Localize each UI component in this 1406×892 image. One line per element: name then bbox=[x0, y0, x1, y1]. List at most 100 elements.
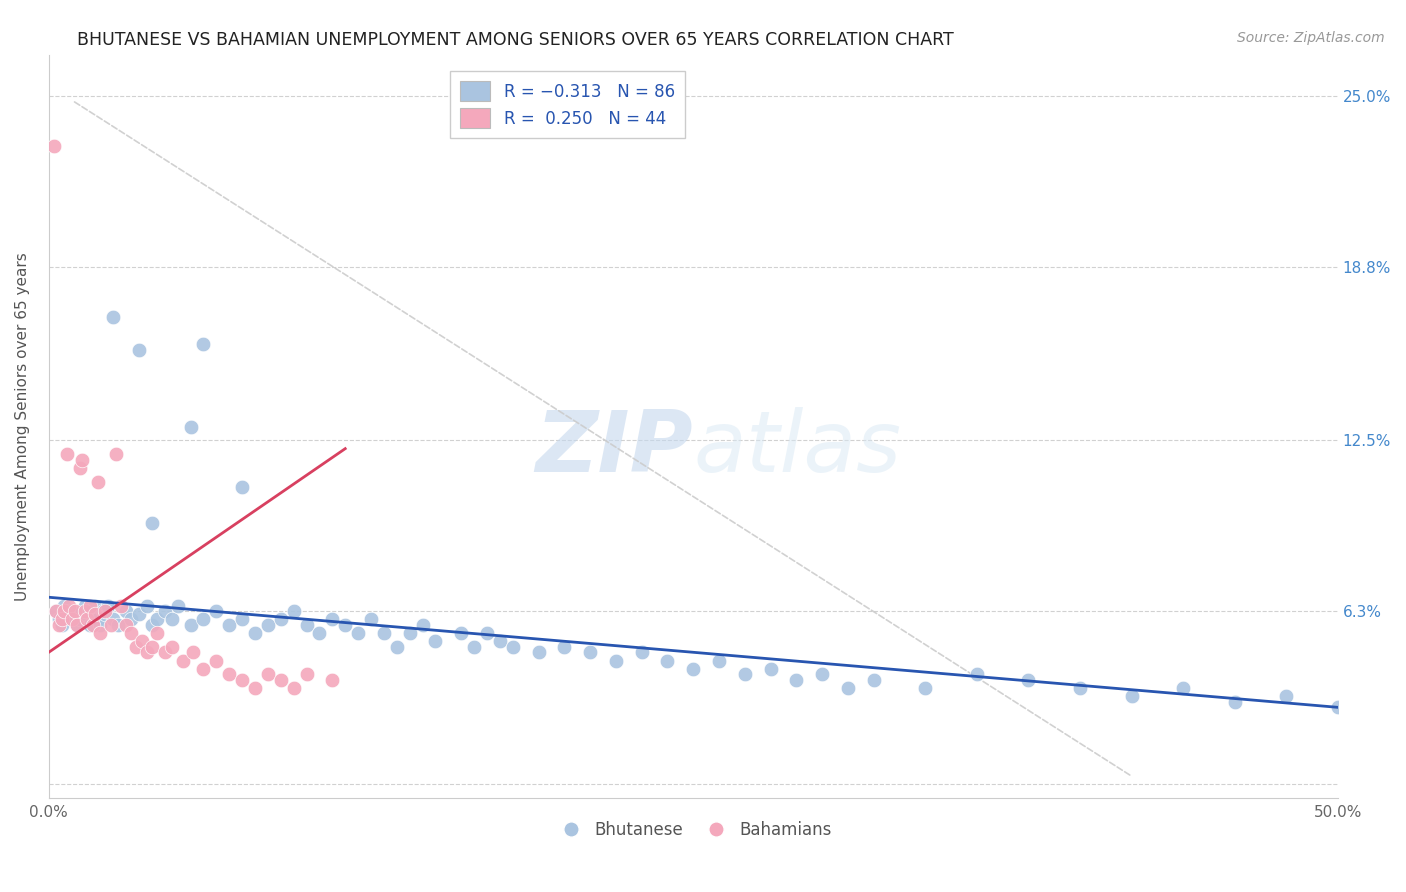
Bhutanese bbox=[48, 612, 70, 626]
Bhutanese bbox=[502, 640, 524, 654]
Bhutanese bbox=[69, 612, 91, 626]
Bhutanese bbox=[308, 626, 330, 640]
Bhutanese bbox=[734, 667, 756, 681]
Bhutanese bbox=[141, 617, 163, 632]
Bahamians bbox=[53, 604, 76, 618]
Bhutanese bbox=[295, 617, 318, 632]
Bahamians bbox=[125, 640, 148, 654]
Bhutanese bbox=[1171, 681, 1194, 695]
Bhutanese bbox=[115, 604, 138, 618]
Bhutanese bbox=[707, 654, 730, 668]
Bhutanese bbox=[162, 612, 184, 626]
Bahamians bbox=[89, 626, 111, 640]
Bhutanese bbox=[475, 626, 498, 640]
Bahamians bbox=[231, 673, 253, 687]
Bhutanese bbox=[360, 612, 382, 626]
Bhutanese bbox=[141, 516, 163, 530]
Text: ZIP: ZIP bbox=[536, 408, 693, 491]
Bhutanese bbox=[84, 599, 107, 613]
Bhutanese bbox=[218, 617, 240, 632]
Bhutanese bbox=[398, 626, 420, 640]
Bahamians bbox=[205, 654, 228, 668]
Bhutanese bbox=[76, 612, 98, 626]
Y-axis label: Unemployment Among Seniors over 65 years: Unemployment Among Seniors over 65 years bbox=[15, 252, 30, 601]
Bhutanese bbox=[103, 310, 125, 324]
Bhutanese bbox=[128, 607, 150, 621]
Bhutanese bbox=[193, 337, 215, 351]
Bahamians bbox=[60, 612, 83, 626]
Bhutanese bbox=[231, 612, 253, 626]
Bahamians bbox=[153, 645, 176, 659]
Bhutanese bbox=[1326, 700, 1348, 714]
Bahamians bbox=[135, 645, 157, 659]
Bhutanese bbox=[373, 626, 395, 640]
Bahamians bbox=[73, 604, 96, 618]
Text: BHUTANESE VS BAHAMIAN UNEMPLOYMENT AMONG SENIORS OVER 65 YEARS CORRELATION CHART: BHUTANESE VS BAHAMIAN UNEMPLOYMENT AMONG… bbox=[77, 31, 955, 49]
Bhutanese bbox=[837, 681, 859, 695]
Bhutanese bbox=[489, 634, 512, 648]
Bhutanese bbox=[283, 604, 305, 618]
Bahamians bbox=[193, 662, 215, 676]
Bhutanese bbox=[321, 612, 343, 626]
Bhutanese bbox=[1275, 690, 1298, 704]
Bhutanese bbox=[1223, 695, 1246, 709]
Bhutanese bbox=[205, 604, 228, 618]
Bhutanese bbox=[97, 599, 120, 613]
Bhutanese bbox=[553, 640, 575, 654]
Bhutanese bbox=[72, 604, 94, 618]
Bhutanese bbox=[45, 604, 67, 618]
Bhutanese bbox=[412, 617, 434, 632]
Bahamians bbox=[69, 461, 91, 475]
Bhutanese bbox=[759, 662, 782, 676]
Bahamians bbox=[63, 604, 86, 618]
Bahamians bbox=[120, 626, 142, 640]
Text: atlas: atlas bbox=[693, 408, 901, 491]
Text: Source: ZipAtlas.com: Source: ZipAtlas.com bbox=[1237, 31, 1385, 45]
Bhutanese bbox=[243, 626, 266, 640]
Bhutanese bbox=[335, 617, 357, 632]
Bhutanese bbox=[605, 654, 627, 668]
Bhutanese bbox=[166, 599, 188, 613]
Bhutanese bbox=[58, 604, 80, 618]
Legend: Bhutanese, Bahamians: Bhutanese, Bahamians bbox=[548, 814, 839, 846]
Bhutanese bbox=[87, 612, 110, 626]
Bahamians bbox=[321, 673, 343, 687]
Bahamians bbox=[87, 475, 110, 489]
Bahamians bbox=[66, 617, 89, 632]
Bahamians bbox=[84, 607, 107, 621]
Bhutanese bbox=[60, 612, 83, 626]
Bhutanese bbox=[66, 617, 89, 632]
Bahamians bbox=[243, 681, 266, 695]
Bhutanese bbox=[146, 612, 169, 626]
Bahamians bbox=[181, 645, 204, 659]
Bhutanese bbox=[1017, 673, 1039, 687]
Bahamians bbox=[146, 626, 169, 640]
Bhutanese bbox=[180, 617, 202, 632]
Bahamians bbox=[110, 599, 132, 613]
Bhutanese bbox=[63, 607, 86, 621]
Bhutanese bbox=[103, 612, 125, 626]
Bhutanese bbox=[270, 612, 292, 626]
Bahamians bbox=[58, 599, 80, 613]
Bhutanese bbox=[135, 599, 157, 613]
Bahamians bbox=[82, 617, 104, 632]
Bhutanese bbox=[527, 645, 550, 659]
Bhutanese bbox=[73, 599, 96, 613]
Bhutanese bbox=[193, 612, 215, 626]
Bahamians bbox=[51, 612, 73, 626]
Bhutanese bbox=[180, 419, 202, 434]
Bhutanese bbox=[120, 612, 142, 626]
Bhutanese bbox=[79, 617, 101, 632]
Bahamians bbox=[76, 612, 98, 626]
Bhutanese bbox=[231, 480, 253, 494]
Bhutanese bbox=[53, 599, 76, 613]
Bhutanese bbox=[425, 634, 447, 648]
Bahamians bbox=[56, 447, 79, 461]
Bahamians bbox=[104, 447, 127, 461]
Bahamians bbox=[48, 617, 70, 632]
Bhutanese bbox=[1069, 681, 1091, 695]
Bhutanese bbox=[257, 617, 280, 632]
Bahamians bbox=[79, 599, 101, 613]
Bahamians bbox=[295, 667, 318, 681]
Bahamians bbox=[94, 604, 117, 618]
